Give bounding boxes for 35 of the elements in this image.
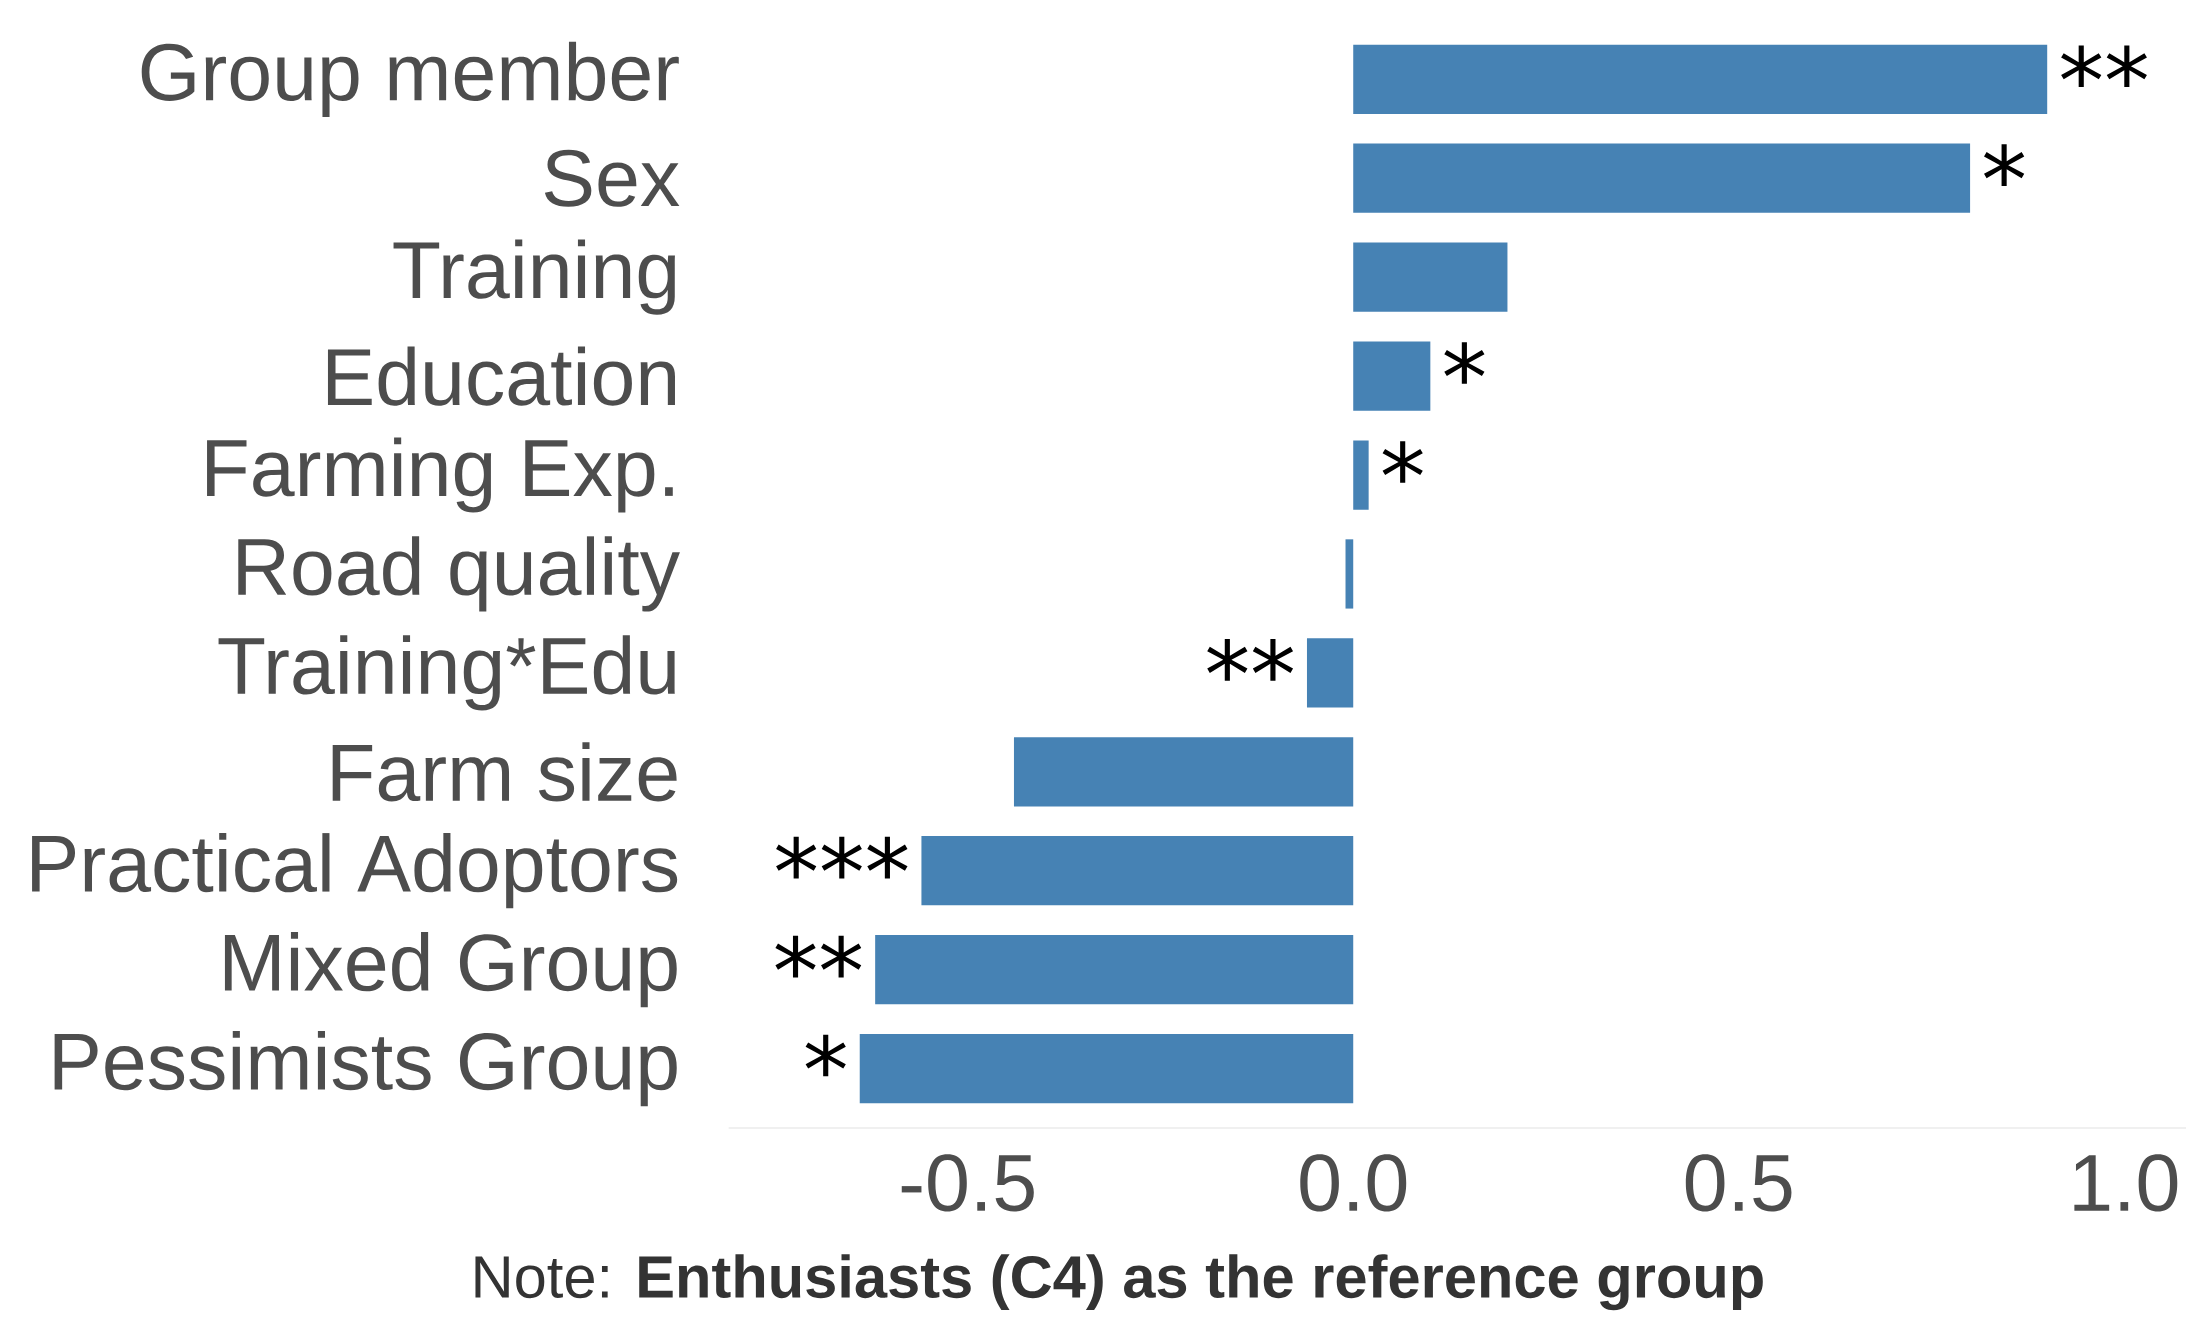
bar (1306, 638, 1354, 708)
data-label: ** (2061, 45, 2147, 88)
x-tick-label: 0.5 (1685, 1154, 1792, 1212)
data-label: * (805, 1034, 846, 1077)
data-label: * (1444, 342, 1485, 385)
y-tick-label: Pessimists Group (54, 1031, 677, 1107)
x-tick-label: 0.0 (1300, 1154, 1407, 1212)
bar (875, 935, 1354, 1005)
data-label: * (1382, 441, 1423, 483)
y-tick-label: Group member (141, 41, 679, 118)
y-tick-label: Training*Edu (218, 635, 675, 711)
text: Note: Enthusiasts (C4) as the reference group (475, 1254, 1763, 1311)
data-label: ** (1207, 639, 1294, 681)
x-tick-label: 1.0 (2074, 1154, 2178, 1212)
bar (1345, 539, 1354, 609)
data-label: * (1984, 144, 2025, 187)
y-tick-label: Training (393, 239, 675, 315)
bar (859, 1034, 1354, 1104)
y-tick-label: Education (327, 346, 675, 406)
bar (1353, 242, 1508, 312)
y-tick-label: Road quality (238, 536, 680, 612)
bar (1353, 440, 1369, 510)
bar (1353, 44, 2048, 115)
bar (1013, 737, 1354, 807)
x-tick-label: -0.5 (901, 1154, 1034, 1212)
y-tick-label: Sex (544, 149, 680, 207)
data-label: *** (776, 837, 908, 879)
bar (1353, 143, 1971, 214)
bar (921, 836, 1354, 906)
y-tick-label: Practical Adoptors (32, 833, 678, 909)
y-tick-label: Farming Exp. (207, 437, 673, 513)
y-tick-label: Mixed Group (224, 932, 677, 1008)
bar (1353, 341, 1431, 411)
data-label: ** (775, 935, 862, 978)
y-tick-label: Farm size (332, 742, 677, 802)
